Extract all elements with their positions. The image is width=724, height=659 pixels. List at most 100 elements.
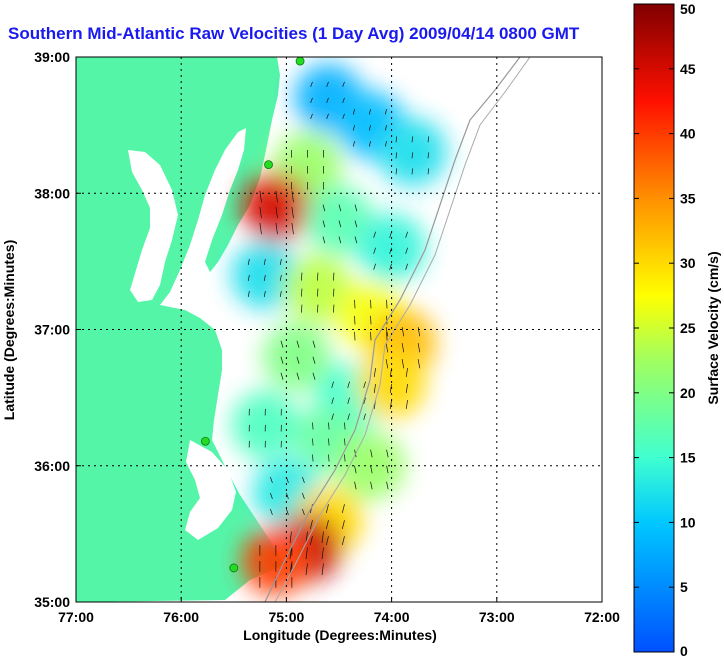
velocity-arrow	[386, 481, 389, 490]
velocity-arrow	[322, 236, 326, 244]
velocity-arrow	[427, 136, 429, 143]
velocity-arrow	[344, 422, 346, 430]
velocity-arrow	[270, 508, 273, 515]
velocity-arrow	[347, 397, 350, 404]
velocity-arrow	[322, 204, 326, 212]
velocity-arrow	[370, 449, 373, 458]
velocity-arrow	[305, 547, 308, 560]
velocity-arrow	[386, 449, 389, 458]
velocity-arrow	[401, 327, 405, 337]
colorbar-label: Surface Velocity (cm/s)	[705, 251, 721, 404]
velocity-arrow	[317, 272, 319, 281]
velocity-arrow	[427, 168, 429, 175]
velocity-arrow	[326, 97, 329, 104]
velocity-arrow	[331, 397, 334, 404]
velocity-arrow	[312, 438, 314, 446]
velocity-arrow	[275, 206, 278, 219]
velocity-arrow	[354, 481, 357, 490]
velocity-arrow	[328, 454, 330, 462]
velocity-arrow	[373, 367, 376, 377]
velocity-arrow	[352, 109, 355, 115]
velocity-arrow	[395, 136, 397, 143]
velocity-arrow	[368, 141, 371, 147]
velocity-arrow	[309, 536, 313, 546]
velocity-arrow	[302, 508, 305, 515]
velocity-arrow	[347, 381, 350, 388]
velocity-arrow	[405, 367, 408, 377]
velocity-arrow	[405, 263, 408, 270]
velocity-arrow	[280, 356, 284, 364]
y-tick-label: 35:00	[34, 594, 70, 610]
velocity-arrow	[263, 290, 266, 297]
x-tick-label: 72:00	[584, 609, 620, 625]
velocity-arrow	[270, 476, 273, 483]
velocity-arrow	[368, 109, 371, 115]
x-tick-label: 77:00	[58, 609, 94, 625]
velocity-arrow	[411, 168, 413, 175]
velocity-arrow	[302, 492, 305, 499]
velocity-arrow	[363, 413, 366, 420]
velocity-arrow	[395, 152, 397, 159]
velocity-arrow	[296, 372, 300, 380]
velocity-arrow	[354, 204, 358, 212]
x-tick-label: 74:00	[374, 609, 410, 625]
velocity-arrow	[328, 422, 330, 430]
velocity-arrow	[341, 504, 345, 514]
velocity-arrow	[417, 359, 421, 369]
velocity-arrow	[354, 236, 358, 244]
colorbar-ticks: 0 5 10 15 20 25 30 35 40 45 50	[634, 1, 696, 659]
velocity-arrow	[301, 272, 303, 281]
y-tick-label: 38:00	[34, 185, 70, 201]
velocity-arrow	[405, 399, 408, 409]
chart-title: Southern Mid-Atlantic Raw Velocities (1 …	[8, 24, 580, 43]
velocity-arrow	[384, 109, 387, 115]
velocity-arrow	[291, 206, 294, 219]
velocity-arrow	[310, 113, 313, 120]
velocity-arrow	[354, 220, 358, 228]
colorbar-tick-label: 45	[680, 61, 696, 77]
velocity-arrow	[417, 343, 421, 353]
velocity-arrow	[322, 220, 326, 228]
velocity-arrow	[405, 231, 408, 238]
velocity-arrow	[279, 274, 282, 281]
velocity-arrow	[342, 97, 345, 104]
velocity-arrow	[309, 520, 313, 530]
velocity-arrow	[344, 438, 346, 446]
velocity-arrow	[275, 190, 278, 203]
velocity-arrow	[325, 520, 329, 530]
velocity-arrow	[401, 343, 405, 353]
velocity-arrow	[368, 125, 371, 131]
velocity-arrow	[279, 258, 282, 265]
velocity-arrow	[395, 168, 397, 175]
x-axis-label: Longitude (Degrees:Minutes)	[243, 627, 437, 643]
velocity-arrow	[373, 263, 376, 270]
velocity-arrow	[338, 220, 342, 228]
velocity-arrow	[317, 288, 319, 297]
velocity-arrow	[370, 481, 373, 490]
y-tick-label: 36:00	[34, 458, 70, 474]
colorbar-tick-label: 35	[680, 190, 696, 206]
velocity-arrow	[344, 454, 346, 462]
y-tick-label: 37:00	[34, 322, 70, 338]
velocity-arrow	[352, 141, 355, 147]
velocity-arrow	[373, 231, 376, 238]
pamlico-sound	[185, 440, 236, 540]
station-marker	[295, 57, 305, 66]
colorbar-tick-label: 30	[680, 255, 696, 271]
velocity-arrow	[280, 340, 284, 348]
velocity-arrow	[286, 508, 289, 515]
velocity-arrow	[289, 547, 292, 560]
x-tick-label: 73:00	[479, 609, 515, 625]
velocity-arrow	[263, 258, 266, 265]
velocity-arrow	[296, 340, 300, 348]
velocity-arrow	[286, 492, 289, 499]
velocity-arrow	[328, 438, 330, 446]
colorbar-tick-label: 10	[680, 514, 696, 530]
colorbar-tick-label: 40	[680, 126, 696, 142]
velocity-arrow	[259, 206, 262, 219]
velocity-arrow	[296, 356, 300, 364]
velocity-arrow	[411, 152, 413, 159]
velocity-arrow	[405, 383, 408, 393]
velocity-arrow	[411, 136, 413, 143]
